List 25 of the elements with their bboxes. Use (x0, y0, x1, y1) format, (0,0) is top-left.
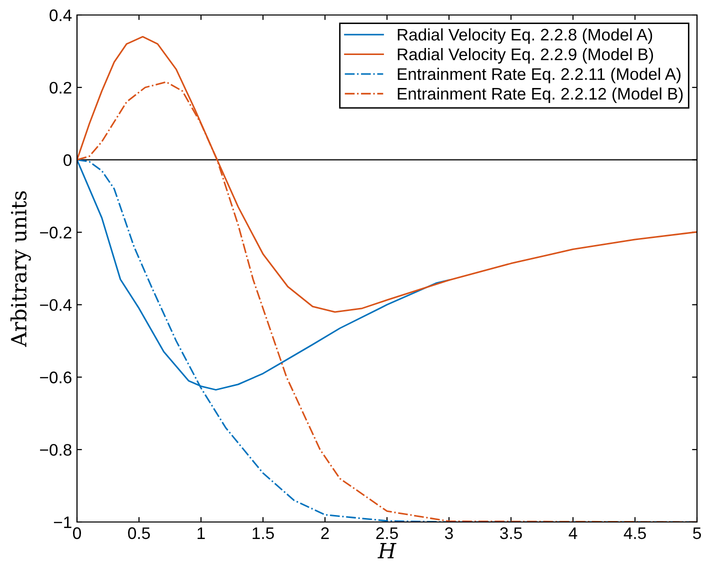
legend-label: Entrainment Rate Eq. 2.2.12 (Model B) (398, 87, 683, 103)
y-tick-label: −0.2 (40, 226, 72, 238)
y-tick-label: −0.6 (40, 372, 72, 384)
x-tick-label: 2.5 (376, 527, 398, 540)
y-tick-label: 0.2 (50, 82, 72, 94)
legend-label: Radial Velocity Eq. 2.2.8 (Model A) (398, 28, 652, 44)
x-tick-label: 0 (73, 527, 81, 540)
legend-label: Entrainment Rate Eq. 2.2.11 (Model A) (398, 68, 681, 84)
y-axis-title: Arbitrary units (10, 191, 31, 347)
x-tick-label: 2 (321, 527, 329, 539)
x-tick-label: 3.5 (500, 527, 522, 540)
y-tick-label: 0.4 (50, 9, 72, 22)
y-tick-label: −0.8 (40, 444, 72, 456)
x-tick-label: 1.5 (252, 527, 274, 540)
x-tick-label: 4 (568, 527, 578, 539)
y-tick-label: −0.4 (40, 299, 72, 311)
x-tick-label: 1 (198, 527, 205, 539)
x-tick-label: 4.5 (624, 527, 646, 540)
y-tick-label: 0 (64, 154, 72, 166)
x-axis-title: H (378, 543, 396, 558)
y-tick-label: −1 (54, 516, 72, 528)
legend-label: Radial Velocity Eq. 2.2.9 (Model B) (398, 48, 654, 64)
x-tick-label: 5 (693, 527, 701, 540)
x-tick-label: 3 (445, 527, 453, 540)
x-tick-label: 0.5 (128, 527, 150, 540)
